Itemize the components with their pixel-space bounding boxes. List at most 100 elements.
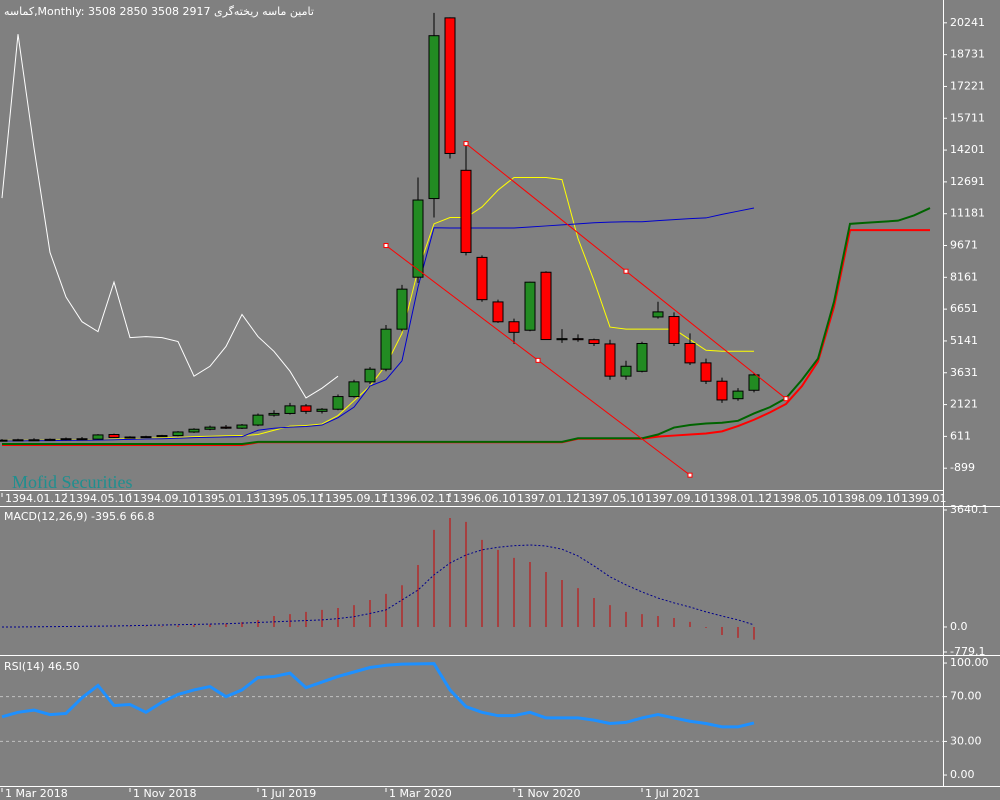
- x-tick-label: 1397.09.10: [645, 492, 708, 505]
- candle-body: [700, 362, 712, 382]
- candle-body: [556, 338, 568, 341]
- x-tick-label: 1396.02.11: [389, 492, 452, 505]
- candle-body: [412, 199, 424, 278]
- x-tick-label: 1395.05.11: [261, 492, 324, 505]
- candle-body: [188, 428, 200, 433]
- candle-body: [124, 436, 136, 439]
- y-tick-label: 3640.1: [950, 503, 989, 516]
- candle-body: [76, 438, 88, 441]
- trend-anchor: [383, 243, 389, 249]
- y-tick-label: 11181: [950, 207, 985, 220]
- candle-body: [284, 405, 296, 414]
- candle-body: [348, 381, 360, 398]
- candle-body: [396, 288, 408, 330]
- x-tick-label: 1396.06.10: [453, 492, 516, 505]
- candle-body: [380, 328, 392, 370]
- candle-body: [684, 342, 696, 364]
- x-tick-label: 1399.01: [901, 492, 947, 505]
- x-tick-label: 1395.09.11: [325, 492, 388, 505]
- candle-body: [732, 390, 744, 400]
- y-tick-label: 0.0: [950, 620, 968, 633]
- indicator-line: [2, 207, 931, 445]
- trend-anchor: [783, 396, 789, 402]
- y-tick-label: -899: [950, 461, 975, 474]
- indicator-line: [2, 176, 754, 441]
- x-tick-label: 1 Jul 2021: [645, 787, 700, 800]
- indicator-line: [2, 207, 755, 442]
- candle-body: [476, 256, 488, 301]
- candle-body: [508, 321, 520, 333]
- y-tick-label: 5141: [950, 334, 978, 347]
- trend-anchor: [535, 357, 541, 363]
- x-tick-label: 1397.05.10: [581, 492, 644, 505]
- x-tick-label: 1398.09.10: [837, 492, 900, 505]
- candle-body: [716, 380, 728, 401]
- x-tick-label: 1394.09.10: [133, 492, 196, 505]
- y-tick-label: 0.00: [950, 768, 975, 781]
- y-tick-label: 9671: [950, 239, 978, 252]
- y-tick-label: 70.00: [950, 690, 982, 703]
- x-tick-label: 1 Mar 2018: [5, 787, 68, 800]
- x-tick-label: 1395.01.13: [197, 492, 260, 505]
- candle-body: [604, 343, 616, 377]
- candle-body: [220, 426, 232, 429]
- x-tick-label: 1394.01.12: [5, 492, 68, 505]
- y-tick-label: 6651: [950, 302, 978, 315]
- x-tick-label: 1398.05.10: [773, 492, 836, 505]
- candle-body: [28, 439, 40, 442]
- candle-body: [108, 434, 120, 438]
- trend-anchor: [687, 472, 693, 478]
- x-tick-label: 1 Nov 2018: [133, 787, 196, 800]
- candle-body: [460, 169, 472, 253]
- y-tick-label: 12691: [950, 175, 985, 188]
- y-tick-label: 20241: [950, 16, 985, 29]
- trend-anchor: [463, 141, 469, 147]
- y-tick-label: 2121: [950, 398, 978, 411]
- y-tick-label: -779.1: [950, 645, 985, 658]
- candle-body: [44, 438, 56, 441]
- y-tick-label: 18731: [950, 48, 985, 61]
- candle-body: [268, 412, 280, 416]
- candle-body: [524, 281, 536, 331]
- candle-body: [316, 408, 328, 412]
- indicator-line: [1, 662, 755, 729]
- candle-body: [492, 301, 504, 323]
- y-tick-label: 30.00: [950, 734, 982, 747]
- candle-body: [0, 439, 8, 442]
- y-tick-label: 17221: [950, 79, 985, 92]
- x-tick-label: 1 Jul 2019: [261, 787, 316, 800]
- candle-body: [12, 439, 24, 442]
- candle-body: [620, 365, 632, 377]
- candle-body: [572, 338, 584, 341]
- x-tick-label: 1 Mar 2020: [389, 787, 452, 800]
- candle-body: [428, 35, 440, 200]
- y-tick-label: 14201: [950, 143, 985, 156]
- candle-body: [636, 342, 648, 372]
- candle-body: [364, 368, 376, 383]
- indicator-line: [1, 34, 339, 399]
- candle-body: [140, 436, 152, 439]
- x-tick-label: 1397.01.12: [517, 492, 580, 505]
- candle-body: [540, 271, 552, 341]
- candle-body: [236, 424, 248, 429]
- trend-anchor: [623, 268, 629, 274]
- candle-body: [300, 405, 312, 412]
- x-tick-label: 1394.05.10: [69, 492, 132, 505]
- candle-body: [652, 311, 664, 318]
- chart-title: کماسه,Monthly: 3508 2850 3508 2917 تامین…: [4, 5, 314, 18]
- y-tick-label: 100.00: [950, 656, 989, 669]
- candle-body: [444, 17, 456, 154]
- indicator-title: RSI(14) 46.50: [4, 660, 79, 673]
- candle-body: [668, 316, 680, 344]
- candle-body: [252, 414, 264, 426]
- candle-body: [92, 434, 104, 440]
- x-tick-label: 1 Nov 2020: [517, 787, 580, 800]
- candle-body: [60, 438, 72, 441]
- y-tick-label: 611: [950, 429, 971, 442]
- candle-body: [588, 339, 600, 344]
- y-tick-label: 3631: [950, 366, 978, 379]
- candle-body: [172, 431, 184, 437]
